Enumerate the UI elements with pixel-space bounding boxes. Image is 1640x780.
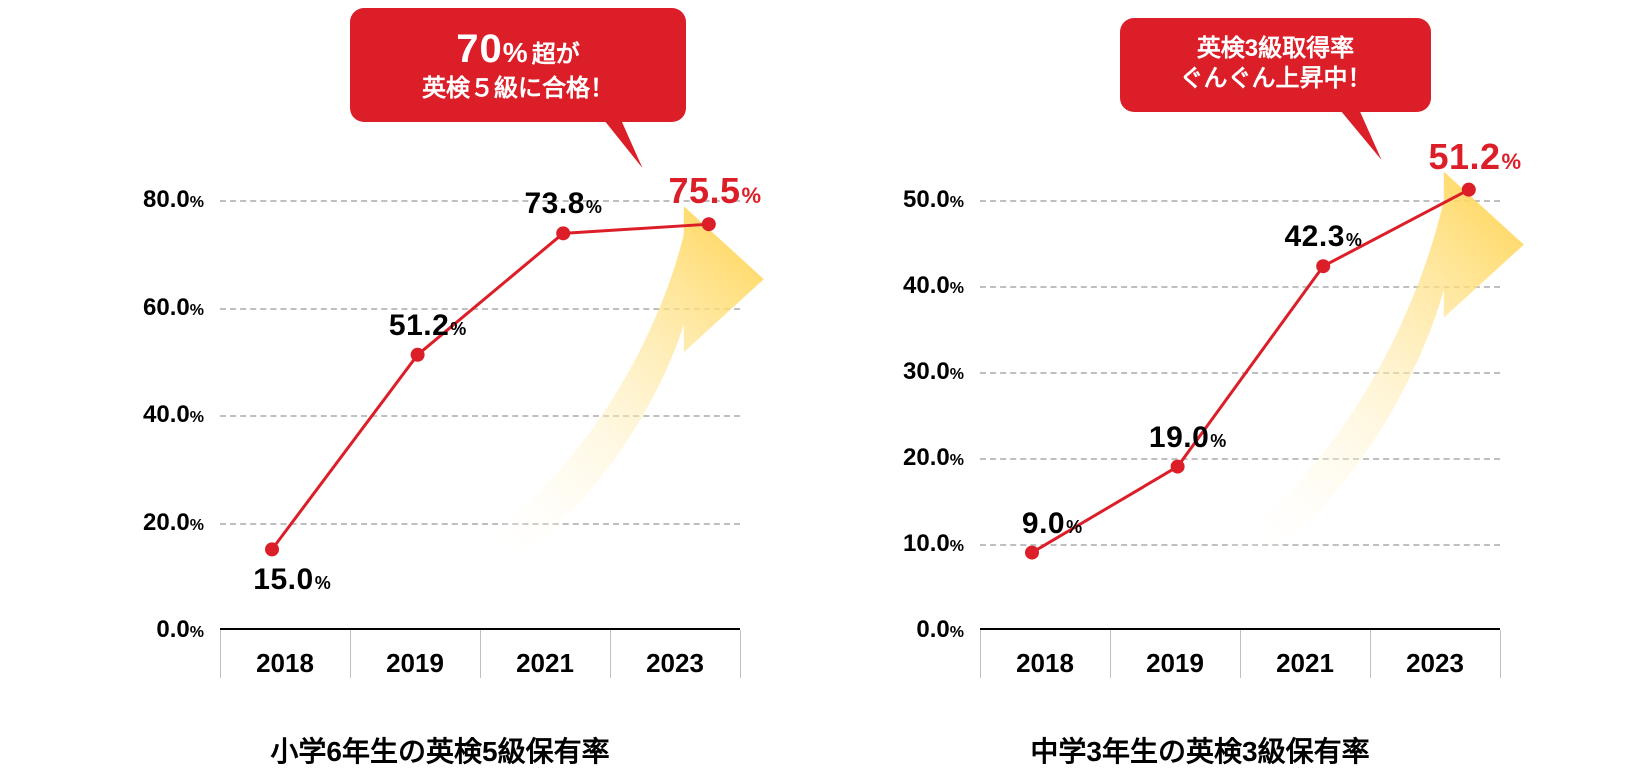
data-marker: [265, 542, 279, 556]
xtick-label: 2023: [1406, 648, 1464, 679]
chart-svg: [980, 200, 1500, 630]
xtick-separator: [1500, 630, 1501, 678]
callout-right-line2: ぐんぐん上昇中！: [1148, 64, 1403, 94]
data-marker: [702, 217, 716, 231]
data-marker: [556, 226, 570, 240]
point-label: 15.0%: [253, 563, 330, 597]
ytick-label: 80.0%: [143, 186, 204, 214]
xtick-label: 2023: [646, 648, 704, 679]
chart-title-right: 中学3年生の英検3級保有率: [830, 730, 1570, 770]
data-marker: [1462, 183, 1476, 197]
xtick-label: 2018: [256, 648, 314, 679]
ytick-label: 20.0%: [143, 509, 204, 537]
plot-left: 0.0%20.0%40.0%60.0%80.0%2018201920212023…: [220, 200, 740, 630]
chart-panel-right: 英検3級取得率 ぐんぐん上昇中！ 0.0%10.0%20.0%30.0%40.0…: [830, 0, 1570, 780]
xtick-separator: [740, 630, 741, 678]
xtick-label: 2021: [1276, 648, 1334, 679]
xtick-separator: [220, 630, 221, 678]
ytick-label: 0.0%: [916, 616, 964, 644]
callout-right: 英検3級取得率 ぐんぐん上昇中！: [1120, 18, 1431, 112]
data-marker: [1025, 546, 1039, 560]
data-marker: [1316, 259, 1330, 273]
point-label: 51.2%: [389, 309, 466, 343]
chart-panel-left: 70%超が 英検５級に合格！ 0.0%20.0%40.0%60.0%80.0%2…: [70, 0, 810, 780]
xtick-separator: [350, 630, 351, 678]
xtick-separator: [480, 630, 481, 678]
trend-arrow: [302, 206, 764, 620]
point-label: 19.0%: [1149, 421, 1226, 455]
xtick-separator: [1110, 630, 1111, 678]
xtick-label: 2021: [516, 648, 574, 679]
ytick-label: 40.0%: [903, 272, 964, 300]
ytick-label: 60.0%: [143, 294, 204, 322]
callout-left-line1: 70%超が: [378, 24, 658, 74]
callout-right-line1: 英検3級取得率: [1148, 34, 1403, 64]
ytick-label: 30.0%: [903, 358, 964, 386]
ytick-label: 10.0%: [903, 530, 964, 558]
ytick-label: 0.0%: [156, 616, 204, 644]
point-label: 9.0%: [1022, 507, 1082, 541]
xtick-separator: [610, 630, 611, 678]
ytick-label: 20.0%: [903, 444, 964, 472]
point-label-highlight: 51.2%: [1428, 136, 1521, 178]
callout-left: 70%超が 英検５級に合格！: [350, 8, 686, 122]
callout-right-tail: [1338, 108, 1381, 160]
xtick-separator: [1240, 630, 1241, 678]
xtick-label: 2019: [386, 648, 444, 679]
xtick-separator: [980, 630, 981, 678]
ytick-label: 50.0%: [903, 186, 964, 214]
ytick-label: 40.0%: [143, 401, 204, 429]
data-marker: [1171, 460, 1185, 474]
point-label-highlight: 75.5%: [668, 170, 761, 212]
callout-left-line2: 英検５級に合格！: [378, 74, 658, 104]
point-label: 73.8%: [524, 187, 601, 221]
xtick-label: 2018: [1016, 648, 1074, 679]
stage: 70%超が 英検５級に合格！ 0.0%20.0%40.0%60.0%80.0%2…: [0, 0, 1640, 780]
plot-right: 0.0%10.0%20.0%30.0%40.0%50.0%20182019202…: [980, 200, 1500, 630]
data-marker: [411, 348, 425, 362]
xtick-separator: [1370, 630, 1371, 678]
chart-title-left: 小学6年生の英検5級保有率: [70, 730, 810, 770]
point-label: 42.3%: [1284, 220, 1361, 254]
xtick-label: 2019: [1146, 648, 1204, 679]
